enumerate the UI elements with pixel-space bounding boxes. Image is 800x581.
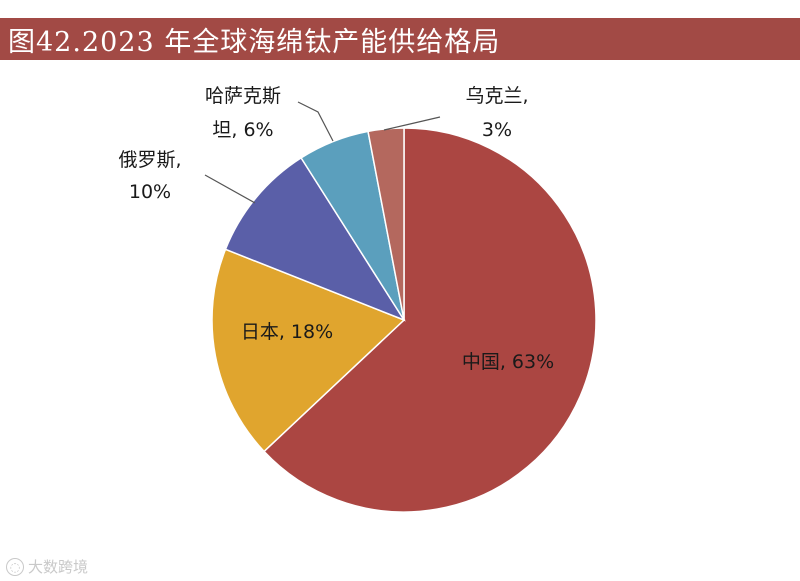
leader-line-5	[383, 116, 441, 131]
leader-line-3	[204, 174, 256, 204]
watermark-text: 大数跨境	[28, 558, 89, 576]
slice-label-1: 中国, 63%	[462, 351, 554, 373]
watermark-logo-icon: ◌	[6, 557, 24, 576]
slice-label-4: 哈萨克斯坦, 6%	[205, 85, 281, 141]
slice-label-2: 日本, 18%	[241, 321, 333, 343]
chart-title: 图42.2023 年全球海绵钛产能供给格局	[8, 26, 501, 58]
slice-label-3: 俄罗斯, 10%	[118, 149, 181, 203]
pie-chart: 中国, 63% 日本, 18% 俄罗斯, 10% 哈萨克斯坦, 6% 乌克兰, 3%	[118, 85, 597, 513]
leader-line-4	[297, 101, 334, 142]
pie-slice-2	[211, 248, 406, 453]
watermark: ◌ 大数跨境	[6, 556, 88, 577]
pie-slice-1	[262, 127, 597, 513]
title-bar: 图42.2023 年全球海绵钛产能供给格局	[0, 18, 800, 60]
slice-label-5: 乌克兰, 3%	[465, 85, 528, 141]
pie-slice-3	[224, 156, 406, 322]
pie-slice-5	[367, 127, 405, 321]
